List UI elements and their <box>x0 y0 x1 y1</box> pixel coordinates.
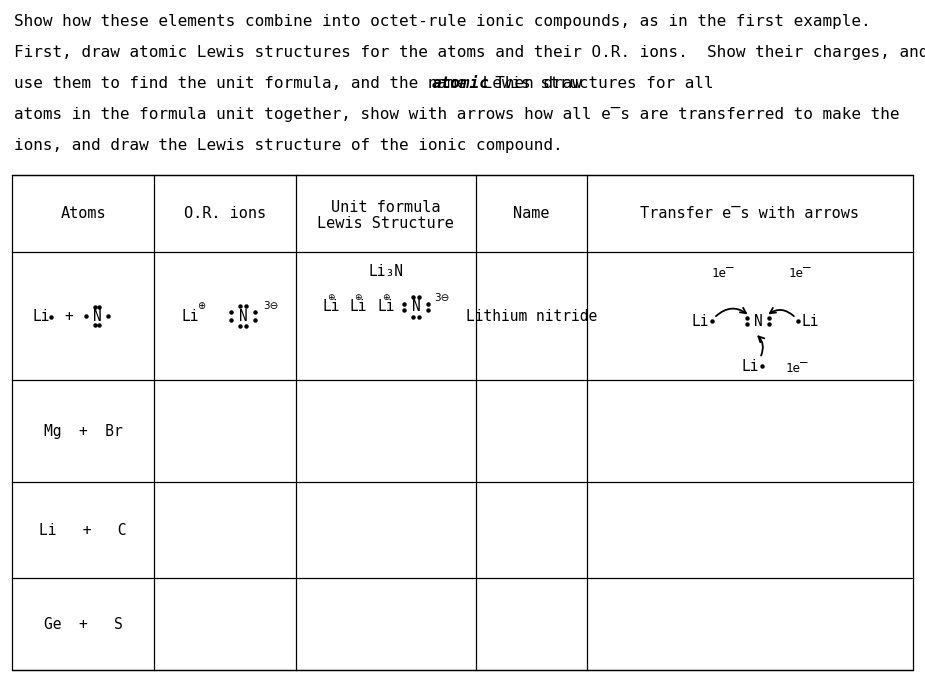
Text: Li: Li <box>322 299 339 314</box>
Text: Name: Name <box>513 206 549 221</box>
Text: 3⊖: 3⊖ <box>263 301 278 311</box>
Text: Show how these elements combine into octet-rule ionic compounds, as in the first: Show how these elements combine into oct… <box>14 14 870 29</box>
Text: O.R. ions: O.R. ions <box>184 206 266 221</box>
Text: Li₃N: Li₃N <box>368 264 403 279</box>
Text: Li: Li <box>181 309 199 324</box>
Text: ions, and draw the Lewis structure of the ionic compound.: ions, and draw the Lewis structure of th… <box>14 138 562 153</box>
Text: Ge  +   S: Ge + S <box>43 617 122 632</box>
Text: Lewis structures for all: Lewis structures for all <box>474 76 714 91</box>
Text: ⊕: ⊕ <box>197 301 205 311</box>
Text: use them to find the unit formula, and the name.  Then draw: use them to find the unit formula, and t… <box>14 76 591 91</box>
Text: Li: Li <box>377 299 395 314</box>
Text: ⊕: ⊕ <box>354 293 362 302</box>
Text: 1e̅: 1e̅ <box>789 267 811 280</box>
Text: 3⊖: 3⊖ <box>434 292 450 303</box>
Text: Mg  +  Br: Mg + Br <box>43 424 122 439</box>
Text: Unit formula: Unit formula <box>331 200 440 215</box>
Text: Li: Li <box>32 309 50 324</box>
Bar <box>12 175 913 670</box>
Text: atomic: atomic <box>431 76 489 91</box>
Text: atoms in the formula unit together, show with arrows how all e̅s are transferred: atoms in the formula unit together, show… <box>14 107 899 122</box>
Text: N: N <box>412 299 420 314</box>
Text: 1e̅: 1e̅ <box>711 267 734 280</box>
Text: N: N <box>239 309 248 324</box>
Text: ⊕: ⊕ <box>382 293 389 302</box>
Text: N: N <box>754 313 762 328</box>
Text: Lithium nitride: Lithium nitride <box>466 309 597 324</box>
Text: Li   +   C: Li + C <box>40 523 127 538</box>
Text: Li: Li <box>349 299 366 314</box>
Text: +: + <box>65 309 74 324</box>
Text: Li: Li <box>741 359 758 374</box>
Text: Lewis Structure: Lewis Structure <box>317 216 454 231</box>
Text: Li: Li <box>801 313 819 328</box>
Text: N: N <box>92 309 102 324</box>
Text: Atoms: Atoms <box>60 206 106 221</box>
Text: Li: Li <box>691 313 709 328</box>
Text: ⊕: ⊕ <box>327 293 335 302</box>
Text: First, draw atomic Lewis structures for the atoms and their O.R. ions.  Show the: First, draw atomic Lewis structures for … <box>14 45 925 60</box>
Text: 1e̅: 1e̅ <box>786 362 808 374</box>
Text: Transfer e̅s with arrows: Transfer e̅s with arrows <box>640 206 859 221</box>
